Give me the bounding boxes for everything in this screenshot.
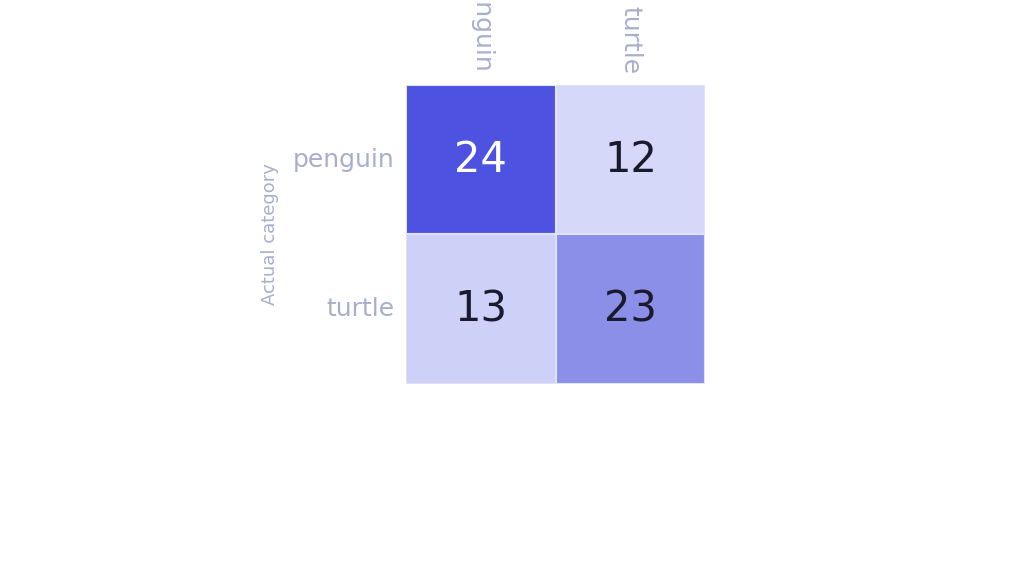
Text: 13: 13 xyxy=(454,288,507,331)
Bar xyxy=(555,234,706,384)
Bar xyxy=(406,234,555,384)
Bar xyxy=(555,85,706,234)
Text: 24: 24 xyxy=(455,138,507,181)
Text: 23: 23 xyxy=(604,288,656,331)
Y-axis label: Actual category: Actual category xyxy=(261,163,280,306)
Text: 12: 12 xyxy=(604,138,656,181)
Bar xyxy=(406,85,555,234)
